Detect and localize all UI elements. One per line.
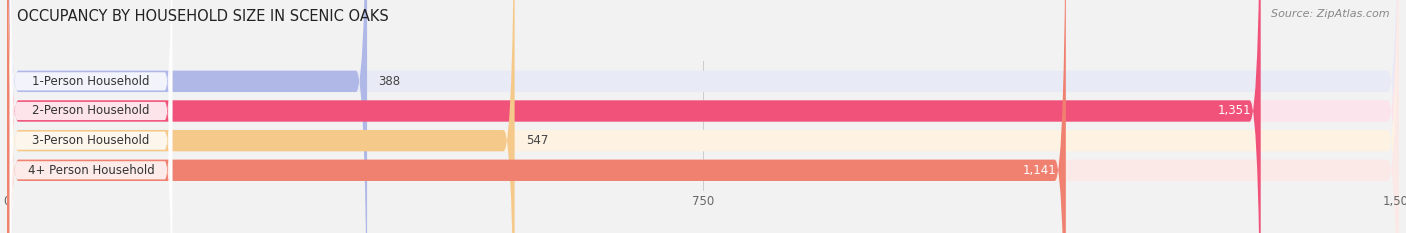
FancyBboxPatch shape [10,0,172,233]
Text: 1,351: 1,351 [1218,104,1251,117]
FancyBboxPatch shape [10,0,172,233]
Text: 3-Person Household: 3-Person Household [32,134,149,147]
FancyBboxPatch shape [7,0,515,233]
FancyBboxPatch shape [7,0,1261,233]
FancyBboxPatch shape [10,0,172,233]
FancyBboxPatch shape [7,0,1399,233]
Text: 2-Person Household: 2-Person Household [32,104,150,117]
Text: 388: 388 [378,75,401,88]
FancyBboxPatch shape [7,0,1066,233]
FancyBboxPatch shape [7,0,367,233]
Text: 1,141: 1,141 [1022,164,1056,177]
FancyBboxPatch shape [10,0,172,233]
FancyBboxPatch shape [7,0,1399,233]
FancyBboxPatch shape [7,0,1399,233]
Text: OCCUPANCY BY HOUSEHOLD SIZE IN SCENIC OAKS: OCCUPANCY BY HOUSEHOLD SIZE IN SCENIC OA… [17,9,388,24]
Text: 547: 547 [526,134,548,147]
Text: Source: ZipAtlas.com: Source: ZipAtlas.com [1271,9,1389,19]
Text: 4+ Person Household: 4+ Person Household [28,164,155,177]
Text: 1-Person Household: 1-Person Household [32,75,150,88]
FancyBboxPatch shape [7,0,1399,233]
